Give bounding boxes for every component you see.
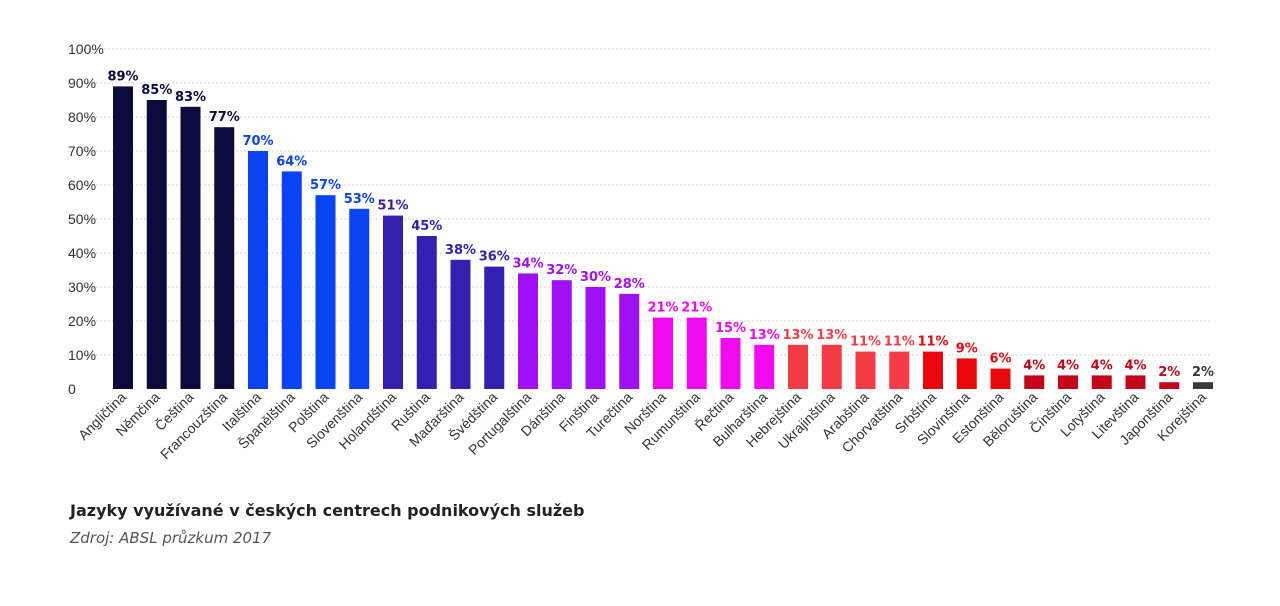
gridlines <box>68 48 1212 356</box>
value-label: 45% <box>411 219 442 234</box>
value-label: 4% <box>1023 358 1045 373</box>
bar <box>214 127 235 389</box>
value-label: 38% <box>445 243 476 258</box>
bar <box>1193 382 1213 389</box>
y-tick-label: 60% <box>68 177 96 193</box>
value-label: 4% <box>1057 358 1079 373</box>
value-label: 11% <box>850 335 881 350</box>
value-label: 34% <box>512 256 543 271</box>
value-label: 13% <box>782 328 813 343</box>
value-label: 85% <box>141 83 172 98</box>
bar <box>484 266 505 389</box>
value-label: 28% <box>614 277 645 292</box>
bar <box>248 151 268 389</box>
y-tick-label: 20% <box>68 313 96 329</box>
bar <box>1125 375 1146 389</box>
bar <box>788 344 808 389</box>
value-label: 11% <box>884 335 915 350</box>
bar <box>653 317 673 389</box>
bar <box>416 236 437 389</box>
bar <box>383 215 403 389</box>
bar <box>551 280 572 389</box>
value-label: 30% <box>580 270 611 285</box>
bar <box>113 86 133 390</box>
value-label: 64% <box>276 154 307 169</box>
bar <box>1024 375 1045 389</box>
y-tick-label: 70% <box>68 143 96 159</box>
bar <box>619 293 640 389</box>
value-labels: 89%85% 83%77%70%64%57%53% 51%45%38% 36% 34% 3… <box>107 69 1214 380</box>
value-label: 13% <box>749 328 780 343</box>
value-label: 6% <box>989 352 1011 367</box>
chart-title: Jazyky využívané v českých centrech podn… <box>70 501 585 520</box>
value-label: 21% <box>647 301 678 316</box>
value-label: 53% <box>344 192 375 207</box>
value-label: 4% <box>1124 358 1146 373</box>
bar <box>585 287 606 389</box>
value-label: 32% <box>546 263 577 278</box>
bar <box>146 100 167 389</box>
bar <box>990 368 1011 389</box>
x-axis-labels: AngličtinaNěmčinaČeštinaFrancouzštinaIta… <box>75 389 1209 463</box>
bar <box>720 338 741 389</box>
bar <box>956 358 977 389</box>
value-label: 51% <box>377 199 408 214</box>
value-label: 21% <box>681 301 712 316</box>
value-label: 77% <box>209 110 240 125</box>
bar <box>180 106 201 390</box>
y-tick-label: 30% <box>68 279 96 295</box>
y-tick-label: 90% <box>68 75 96 91</box>
value-label: 15% <box>715 321 746 336</box>
bar <box>1058 375 1078 389</box>
bar <box>450 259 471 389</box>
value-label: 13% <box>816 328 847 343</box>
bar <box>855 351 876 389</box>
bar <box>821 344 842 389</box>
chart-source: Zdroj: ABSL průzkum 2017 <box>70 529 272 547</box>
bar <box>686 317 707 389</box>
value-label: 11% <box>917 335 948 350</box>
bar <box>1091 375 1112 389</box>
value-label: 2% <box>1192 365 1214 380</box>
bar <box>349 208 370 389</box>
y-tick-label: 80% <box>68 109 96 125</box>
value-label: 4% <box>1091 358 1113 373</box>
bar <box>518 273 538 389</box>
value-label: 2% <box>1158 365 1180 380</box>
y-axis-ticks: 0 10% 20% 30% 40% 50% 60% 70% 80% 90% 100% <box>68 41 104 397</box>
value-label: 36% <box>479 250 510 265</box>
bar <box>1159 382 1180 389</box>
bar <box>281 171 302 389</box>
y-tick-label: 40% <box>68 245 96 261</box>
bar <box>315 195 336 389</box>
y-tick-label: 0 <box>68 381 76 397</box>
bars <box>113 86 1213 390</box>
y-tick-label: 10% <box>68 347 96 363</box>
value-label: 57% <box>310 178 341 193</box>
y-tick-label: 50% <box>68 211 96 227</box>
bar <box>923 351 943 389</box>
value-label: 9% <box>956 341 978 356</box>
value-label: 89% <box>107 69 138 84</box>
bar <box>889 351 910 389</box>
value-label: 70% <box>242 134 273 149</box>
bar <box>754 344 775 389</box>
value-label: 83% <box>175 90 206 105</box>
y-tick-label: 100% <box>68 41 104 57</box>
